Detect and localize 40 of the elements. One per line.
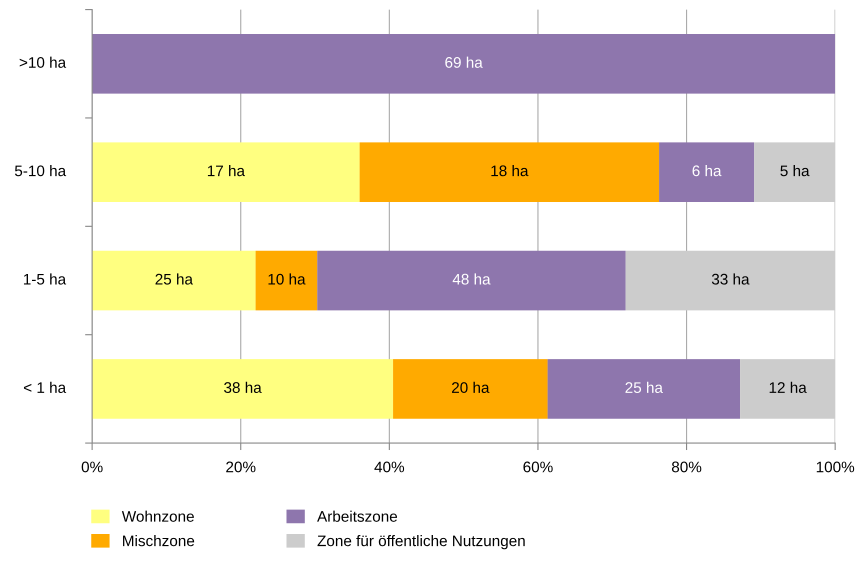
bar xyxy=(92,359,394,419)
annotation: 6 ha xyxy=(692,165,722,176)
x-tick-label: 100% xyxy=(816,462,854,472)
bar xyxy=(754,142,836,202)
annotation: 10 ha xyxy=(268,273,306,285)
y-tick-label: 5-10 ha xyxy=(14,165,66,176)
annotation: 48 ha xyxy=(452,273,491,285)
bar xyxy=(256,250,318,310)
y-tick-label: < 1 ha xyxy=(24,382,66,393)
bar xyxy=(92,34,836,94)
bar xyxy=(548,359,740,419)
annotation: 17 ha xyxy=(208,165,245,176)
y-tick-label: >10 ha xyxy=(20,56,66,68)
legend-label: Mischzone xyxy=(123,535,194,546)
y-tick-label: 1-5 ha xyxy=(24,273,66,285)
bar xyxy=(393,359,548,419)
annotation: 20 ha xyxy=(452,382,490,393)
annotation: 18 ha xyxy=(491,165,528,176)
annotation: 12 ha xyxy=(770,382,807,393)
annotation: 69 ha xyxy=(445,56,483,68)
annotation: 38 ha xyxy=(224,382,262,393)
x-tick-label: 20% xyxy=(226,462,256,472)
annotation: 25 ha xyxy=(156,273,193,285)
annotation: 33 ha xyxy=(712,273,750,285)
bar xyxy=(92,250,256,310)
legend-label: Arbeitszone xyxy=(317,510,398,522)
x-tick-label: 0% xyxy=(82,462,103,472)
bar xyxy=(360,142,660,202)
annotation: 25 ha xyxy=(625,382,663,393)
bar xyxy=(740,359,836,419)
bar xyxy=(659,142,754,202)
legend-label: Zone für öffentliche Nutzungen xyxy=(318,535,525,550)
bar xyxy=(92,142,360,202)
annotation: 5 ha xyxy=(780,165,810,176)
bar xyxy=(317,250,626,310)
legend-label: Wohnzone xyxy=(122,510,194,522)
x-tick-label: 40% xyxy=(374,462,404,472)
bar xyxy=(626,250,836,310)
x-tick-label: 60% xyxy=(523,462,553,472)
x-tick-label: 80% xyxy=(672,462,702,472)
